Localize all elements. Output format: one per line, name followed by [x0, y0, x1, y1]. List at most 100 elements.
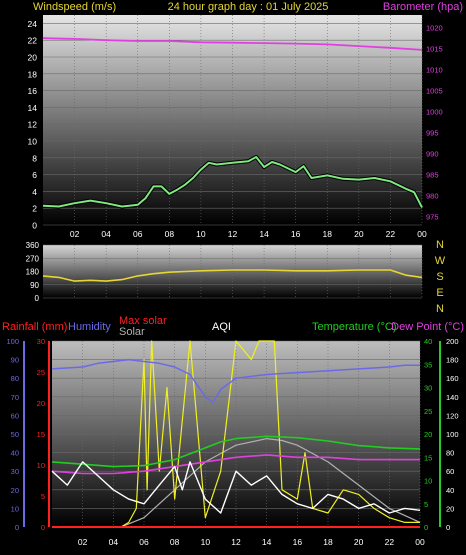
wind-direction-series — [42, 269, 423, 282]
compass-letter-w: W — [435, 255, 446, 267]
time-tick-label: 00 — [417, 229, 427, 239]
weather-series — [51, 340, 421, 528]
temperature-tick-label: 25 — [424, 407, 432, 416]
time-tick-label: 16 — [291, 229, 301, 239]
time-tick-label: 02 — [70, 229, 80, 239]
top-time-axis-ticks: 02 04 06 08 10 12 14 16 18 20 22 00 — [70, 229, 427, 239]
humidity-line — [51, 358, 420, 404]
time-tick-label: 18 — [323, 229, 333, 239]
weather-time-tick-label: 16 — [293, 537, 303, 547]
barometer-axis-ticks: 975 980 985 990 995 1000 1005 1010 1015 1020 — [426, 24, 443, 222]
windspeed-tick-label: 12 — [28, 120, 38, 130]
aqi-line — [51, 461, 421, 514]
time-tick-label: 10 — [196, 229, 206, 239]
temperature-tick-label: 30 — [424, 384, 432, 393]
windspeed-tick-label: 2 — [32, 204, 37, 214]
weather-time-tick-label: 06 — [139, 537, 149, 547]
time-tick-label: 12 — [228, 229, 238, 239]
humidity-tick-label: 40 — [11, 449, 19, 458]
rainfall-tick-label: 10 — [37, 461, 45, 470]
direction-tick-label: 270 — [26, 254, 40, 263]
weather-time-tick-label: 10 — [201, 537, 211, 547]
temperature-tick-label: 5 — [424, 500, 428, 509]
compass-letter-s: S — [436, 271, 443, 283]
windspeed-axis-title: Windspeed (m/s) — [33, 1, 116, 13]
windspeed-tick-label: 4 — [32, 187, 37, 197]
temperature-tick-label: 40 — [424, 337, 432, 346]
compass-letter-n-top: N — [436, 239, 444, 251]
aqi-tick-label: 60 — [446, 467, 454, 476]
max-solar-line — [120, 438, 421, 528]
humidity-tick-label: 30 — [11, 467, 19, 476]
wind-direction-gridlines — [43, 244, 423, 299]
direction-tick-label: 90 — [30, 281, 39, 290]
temperature-tick-label: 35 — [424, 360, 432, 369]
aqi-tick-label: 100 — [446, 430, 459, 439]
direction-tick-label: 360 — [26, 241, 40, 250]
aqi-tick-label: 160 — [446, 374, 459, 383]
temperature-legend: Temperature (°C) — [312, 321, 396, 333]
windspeed-tick-label: 14 — [28, 103, 38, 113]
time-tick-label: 22 — [386, 229, 396, 239]
solar-line — [52, 340, 420, 528]
max-solar-legend: Max solar — [119, 315, 167, 327]
rainfall-legend: Rainfall (mm) — [2, 321, 67, 333]
weather-time-tick-label: 04 — [109, 537, 119, 547]
windspeed-tick-label: 20 — [28, 53, 38, 63]
humidity-tick-label: 80 — [11, 374, 19, 383]
rainfall-tick-label: 20 — [37, 399, 45, 408]
weather-time-tick-label: 14 — [262, 537, 272, 547]
compass-letter-n-bottom: N — [436, 303, 444, 315]
solar-legend: Solar — [119, 326, 145, 338]
humidity-tick-label: 20 — [11, 486, 19, 495]
aqi-tick-label: 40 — [446, 486, 454, 495]
rainfall-tick-label: 0 — [41, 523, 45, 532]
temperature-line — [51, 435, 421, 468]
wind-baro-series — [42, 37, 424, 209]
weather-time-tick-label: 08 — [170, 537, 180, 547]
aqi-tick-label: 20 — [446, 504, 454, 513]
weather-time-tick-label: 12 — [231, 537, 241, 547]
barometer-tick-label: 1010 — [426, 66, 443, 75]
humidity-tick-label: 0 — [15, 523, 19, 532]
weather-time-tick-label: 02 — [78, 537, 88, 547]
wind-direction-line — [42, 269, 423, 282]
time-tick-label: 08 — [165, 229, 175, 239]
time-tick-label: 20 — [354, 229, 364, 239]
weather-time-tick-label: 20 — [354, 537, 364, 547]
windspeed-tick-label: 18 — [28, 69, 38, 79]
rainfall-tick-label: 15 — [37, 430, 45, 439]
humidity-tick-label: 60 — [11, 411, 19, 420]
windspeed-tick-label: 10 — [28, 137, 38, 147]
windspeed-tick-label: 16 — [28, 86, 38, 96]
barometer-tick-label: 975 — [426, 213, 439, 222]
rainfall-tick-label: 25 — [37, 368, 45, 377]
rainfall-tick-label: 5 — [41, 492, 45, 501]
humidity-legend: Humidity — [68, 321, 111, 333]
windspeed-tick-label: 24 — [28, 19, 38, 29]
weather-time-tick-label: 22 — [385, 537, 395, 547]
barometer-tick-label: 1020 — [426, 24, 443, 33]
aqi-tick-label: 80 — [446, 449, 454, 458]
dew-point-legend: Dew Point (°C) — [391, 321, 464, 333]
humidity-tick-label: 100 — [6, 337, 19, 346]
temperature-tick-label: 0 — [424, 523, 428, 532]
barometer-tick-label: 980 — [426, 192, 439, 201]
barometer-tick-label: 990 — [426, 150, 439, 159]
time-tick-label: 14 — [259, 229, 269, 239]
aqi-tick-label: 0 — [446, 523, 450, 532]
temperature-tick-label: 15 — [424, 453, 432, 462]
weather-time-tick-label: 18 — [323, 537, 333, 547]
wind-baro-gridlines — [43, 15, 423, 226]
barometer-axis-title: Barometer (hpa) — [383, 1, 463, 13]
temperature-tick-label: 20 — [424, 430, 432, 439]
compass-letters: N W S E N — [435, 239, 446, 315]
bottom-time-axis-ticks: 02 04 06 08 10 12 14 16 18 20 22 00 — [78, 537, 425, 547]
barometer-line — [42, 37, 423, 51]
weather-time-tick-label: 00 — [415, 537, 425, 547]
windspeed-tick-label: 22 — [28, 36, 38, 46]
barometer-tick-label: 1015 — [426, 45, 443, 54]
time-tick-label: 06 — [133, 229, 143, 239]
windspeed-tick-label: 0 — [32, 221, 37, 231]
